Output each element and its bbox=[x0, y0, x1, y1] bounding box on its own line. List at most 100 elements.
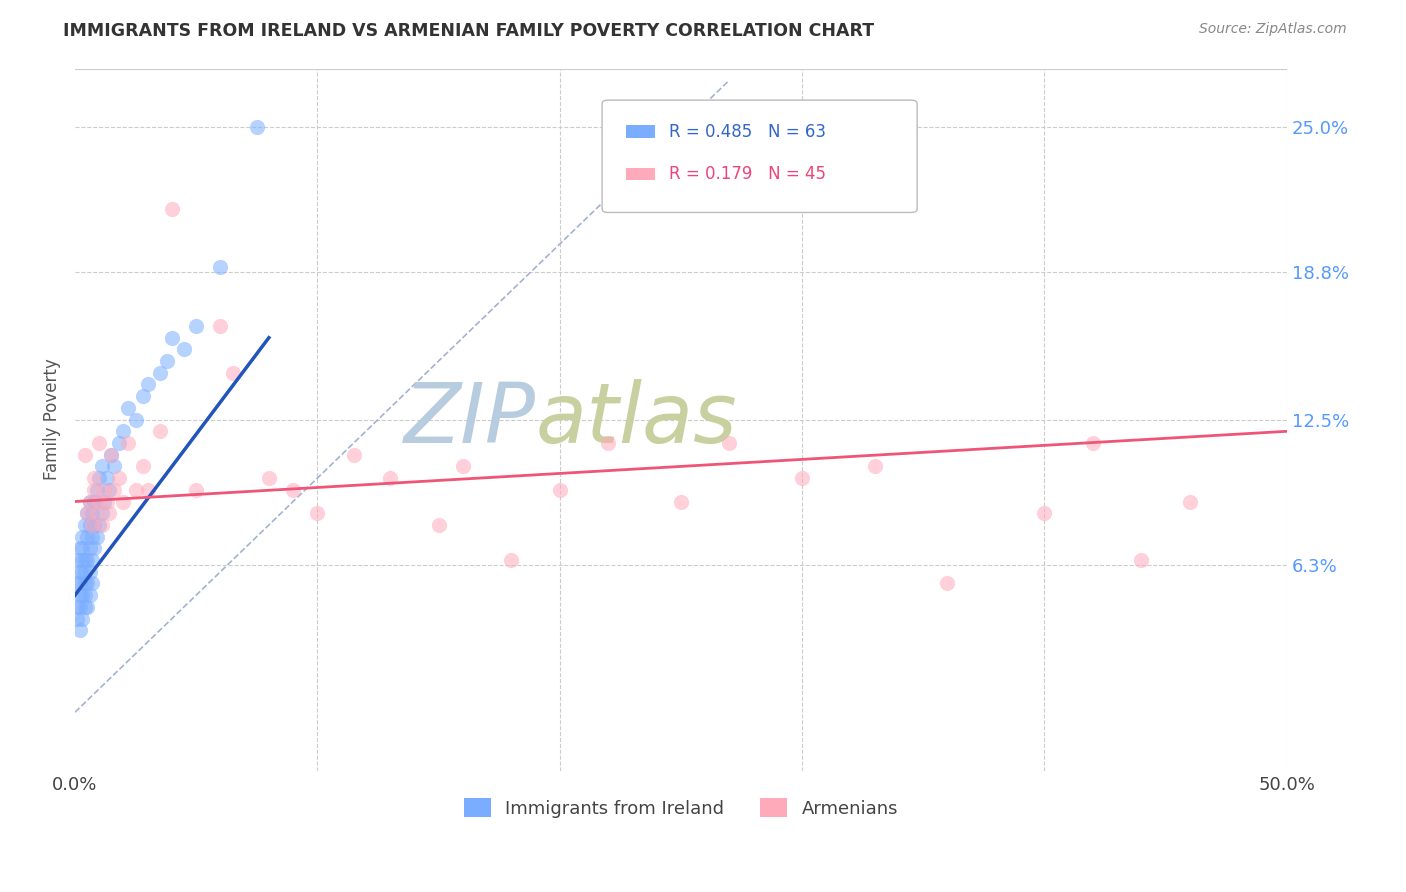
Point bbox=[160, 331, 183, 345]
Point bbox=[72, 553, 94, 567]
Point bbox=[86, 483, 108, 497]
Point bbox=[307, 506, 329, 520]
Point bbox=[89, 436, 111, 450]
Point bbox=[598, 436, 620, 450]
Point bbox=[221, 366, 243, 380]
Point bbox=[69, 588, 91, 602]
Point bbox=[451, 459, 474, 474]
Point bbox=[1130, 553, 1153, 567]
Point bbox=[83, 471, 105, 485]
Point bbox=[83, 541, 105, 556]
Point bbox=[73, 565, 96, 579]
Point bbox=[186, 483, 208, 497]
Point bbox=[79, 588, 101, 602]
Point bbox=[72, 588, 94, 602]
Point bbox=[86, 530, 108, 544]
Text: R = 0.485   N = 63: R = 0.485 N = 63 bbox=[669, 123, 827, 141]
Point bbox=[124, 483, 146, 497]
Point bbox=[669, 494, 692, 508]
Point bbox=[86, 506, 108, 520]
Point bbox=[80, 530, 103, 544]
Point bbox=[160, 202, 183, 216]
Point bbox=[149, 366, 172, 380]
Point bbox=[136, 483, 159, 497]
Text: ZIP: ZIP bbox=[404, 379, 536, 460]
Point bbox=[79, 494, 101, 508]
Point bbox=[97, 506, 120, 520]
Point bbox=[72, 530, 94, 544]
Point bbox=[96, 471, 118, 485]
Point bbox=[72, 611, 94, 625]
Point bbox=[73, 517, 96, 532]
Point bbox=[97, 483, 120, 497]
Point bbox=[73, 599, 96, 614]
Point bbox=[936, 576, 959, 591]
Point bbox=[100, 448, 122, 462]
Point bbox=[103, 459, 125, 474]
Point bbox=[69, 599, 91, 614]
Point bbox=[1033, 506, 1056, 520]
Point bbox=[90, 506, 112, 520]
Point bbox=[124, 412, 146, 426]
Point bbox=[501, 553, 523, 567]
Bar bbox=[626, 126, 655, 138]
Point bbox=[79, 517, 101, 532]
Point bbox=[93, 483, 115, 497]
Point bbox=[1081, 436, 1104, 450]
Point bbox=[72, 565, 94, 579]
Point bbox=[76, 553, 98, 567]
Point bbox=[80, 553, 103, 567]
Point bbox=[863, 459, 886, 474]
Point bbox=[69, 624, 91, 638]
Point bbox=[149, 425, 172, 439]
Point bbox=[209, 260, 232, 275]
Point bbox=[79, 565, 101, 579]
Point bbox=[90, 517, 112, 532]
Text: atlas: atlas bbox=[536, 379, 737, 460]
Point bbox=[246, 120, 269, 134]
Point bbox=[73, 553, 96, 567]
Point bbox=[100, 448, 122, 462]
Point bbox=[103, 483, 125, 497]
Point bbox=[76, 530, 98, 544]
Point bbox=[96, 494, 118, 508]
Point bbox=[69, 565, 91, 579]
Bar bbox=[626, 168, 655, 180]
Point bbox=[76, 506, 98, 520]
Point bbox=[107, 471, 129, 485]
Point bbox=[83, 483, 105, 497]
Point bbox=[79, 494, 101, 508]
Point bbox=[69, 576, 91, 591]
Point bbox=[427, 517, 450, 532]
Point bbox=[1178, 494, 1201, 508]
Point bbox=[548, 483, 571, 497]
Point bbox=[73, 448, 96, 462]
Point bbox=[80, 517, 103, 532]
Point bbox=[89, 471, 111, 485]
Point bbox=[79, 541, 101, 556]
Point bbox=[790, 471, 813, 485]
Point bbox=[66, 576, 89, 591]
Point bbox=[72, 541, 94, 556]
Point bbox=[93, 494, 115, 508]
Text: R = 0.179   N = 45: R = 0.179 N = 45 bbox=[669, 165, 827, 183]
Point bbox=[73, 588, 96, 602]
Point bbox=[209, 318, 232, 333]
Point bbox=[69, 541, 91, 556]
Point bbox=[281, 483, 304, 497]
Point bbox=[76, 576, 98, 591]
Point bbox=[66, 553, 89, 567]
Point bbox=[117, 401, 139, 415]
Point bbox=[80, 506, 103, 520]
Point bbox=[80, 576, 103, 591]
Text: Source: ZipAtlas.com: Source: ZipAtlas.com bbox=[1199, 22, 1347, 37]
Point bbox=[73, 576, 96, 591]
Point bbox=[112, 494, 135, 508]
Point bbox=[83, 517, 105, 532]
Point bbox=[112, 425, 135, 439]
Point bbox=[186, 318, 208, 333]
Point bbox=[378, 471, 401, 485]
Point bbox=[132, 389, 155, 403]
Point bbox=[66, 611, 89, 625]
Point bbox=[117, 436, 139, 450]
